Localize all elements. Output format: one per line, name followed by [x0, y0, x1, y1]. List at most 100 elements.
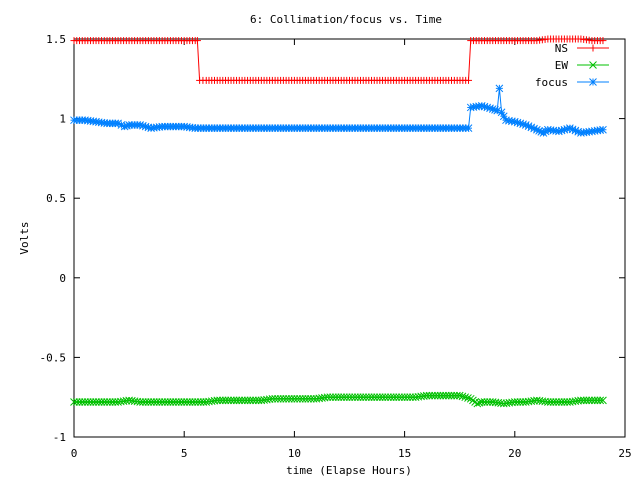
data-point — [290, 394, 299, 403]
data-point — [422, 391, 431, 400]
chart-title: 6: Collimation/focus vs. Time — [250, 13, 442, 26]
x-tick-label: 15 — [398, 447, 411, 460]
data-point — [81, 398, 89, 406]
data-point — [177, 398, 186, 406]
data-point — [163, 398, 172, 406]
data-point — [442, 391, 450, 400]
data-point — [147, 398, 155, 406]
data-point — [378, 393, 387, 402]
data-point — [169, 398, 178, 406]
data-point — [108, 398, 117, 406]
data-point — [340, 393, 348, 402]
y-axis-label: Volts — [18, 221, 31, 254]
data-point — [582, 396, 591, 405]
series-ns — [70, 35, 607, 84]
x-tick-label: 0 — [71, 447, 78, 460]
data-point — [166, 398, 175, 406]
legend-label: EW — [555, 59, 569, 72]
data-point — [268, 394, 277, 403]
data-point — [495, 84, 504, 93]
data-point — [185, 398, 194, 406]
data-point — [480, 398, 489, 406]
data-point — [588, 396, 596, 405]
data-point — [579, 396, 588, 405]
y-tick-label: -0.5 — [40, 351, 67, 364]
data-point — [370, 393, 379, 402]
data-point — [83, 398, 92, 406]
data-point — [431, 391, 439, 400]
y-tick-label: 1 — [59, 113, 66, 126]
data-point — [243, 396, 252, 405]
data-point — [464, 394, 472, 402]
x-tick-label: 25 — [618, 447, 631, 460]
data-point — [406, 393, 414, 402]
data-point — [473, 399, 482, 408]
data-point — [161, 398, 169, 406]
data-point — [92, 398, 100, 406]
data-point — [329, 393, 337, 402]
data-point — [444, 391, 453, 400]
data-point — [403, 393, 412, 402]
data-point — [392, 393, 401, 402]
data-point — [555, 398, 563, 406]
legend-label: NS — [555, 42, 568, 55]
data-point — [593, 396, 602, 405]
y-tick-label: 1.5 — [46, 33, 66, 46]
y-tick-label: -1 — [53, 431, 66, 444]
data-point — [246, 396, 255, 405]
data-point — [552, 398, 560, 406]
data-point — [433, 391, 442, 400]
data-point — [323, 393, 332, 402]
data-point — [193, 37, 201, 45]
data-point — [590, 396, 599, 405]
data-point — [596, 396, 605, 405]
data-point — [425, 391, 434, 400]
data-point — [155, 398, 164, 406]
data-point — [72, 398, 81, 406]
data-point — [224, 396, 233, 405]
data-point — [599, 125, 607, 134]
data-point — [326, 393, 335, 402]
series-focus — [70, 84, 607, 137]
data-point — [287, 394, 296, 403]
data-point — [362, 393, 370, 402]
data-point — [400, 393, 409, 402]
data-point — [386, 393, 395, 402]
legend-marker — [589, 78, 597, 86]
data-point — [599, 396, 607, 405]
data-point — [389, 393, 398, 402]
series-layer — [70, 35, 607, 408]
data-point — [342, 393, 351, 402]
data-point — [78, 398, 87, 406]
data-point — [450, 391, 459, 400]
data-point — [152, 398, 161, 406]
data-point — [271, 394, 279, 403]
data-point — [516, 398, 525, 406]
data-point — [216, 396, 224, 405]
axis-ticks: 0 5 10 15 20 25 -1 -0.5 0 0.5 1 1.5 — [40, 33, 632, 460]
x-axis-label: time (Elapse Hours) — [286, 464, 412, 477]
data-point — [282, 394, 290, 403]
data-point — [458, 392, 467, 401]
data-point — [455, 391, 464, 400]
data-point — [183, 398, 191, 406]
data-point — [428, 391, 437, 400]
data-point — [103, 398, 111, 406]
data-point — [348, 393, 357, 402]
legend-marker — [589, 44, 597, 52]
data-point — [240, 396, 249, 405]
data-point — [395, 393, 403, 402]
data-point — [381, 393, 390, 402]
data-point — [136, 398, 144, 406]
x-tick-label: 20 — [508, 447, 521, 460]
data-point — [304, 394, 313, 403]
data-point — [196, 398, 205, 406]
data-point — [174, 398, 183, 406]
data-point — [213, 396, 222, 405]
data-point — [337, 393, 346, 402]
data-point — [530, 396, 538, 405]
data-point — [249, 396, 257, 405]
data-point — [351, 393, 359, 402]
data-point — [296, 394, 304, 403]
